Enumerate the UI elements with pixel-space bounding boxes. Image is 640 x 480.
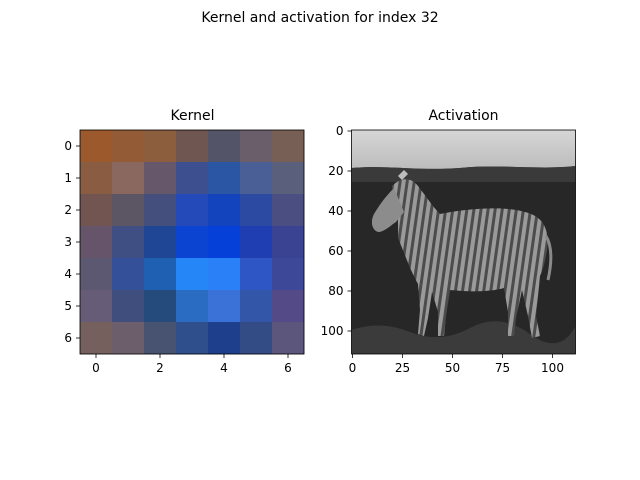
kernel-cell-r2-c6	[272, 194, 305, 227]
kernel-cell-r4-c5	[240, 258, 273, 291]
kernel-cell-r5-c5	[240, 290, 273, 323]
kernel-cell-r3-c4	[208, 226, 241, 259]
kernel-cell-r0-c4	[208, 130, 241, 163]
kernel-y-tick-label: 6	[64, 331, 72, 345]
kernel-x-tick-label: 2	[156, 361, 164, 375]
zebra-head	[371, 188, 404, 232]
activation-image	[351, 130, 576, 354]
kernel-cell-r5-c0	[80, 290, 113, 323]
kernel-cell-r0-c3	[176, 130, 209, 163]
kernel-cell-r3-c1	[112, 226, 145, 259]
activation-panel: Activation 0 25 50 75 100 0 20 40 60 80 100	[321, 108, 576, 375]
kernel-cell-r4-c1	[112, 258, 145, 291]
activation-x-tick-label: 25	[395, 361, 410, 375]
kernel-cell-r2-c5	[240, 194, 273, 227]
kernel-cell-r3-c0	[80, 226, 113, 259]
kernel-cell-r0-c1	[112, 130, 145, 163]
kernel-x-tick-label: 6	[284, 361, 292, 375]
activation-y-tick-label: 60	[328, 244, 343, 258]
kernel-cell-r6-c1	[112, 322, 145, 355]
activation-y-tick-label: 0	[336, 124, 344, 138]
activation-y-tick-label: 20	[328, 164, 343, 178]
activation-treeline	[351, 166, 576, 182]
kernel-cell-r6-c0	[80, 322, 113, 355]
kernel-y-tick-label: 0	[64, 139, 72, 153]
zebra-tail	[544, 235, 553, 281]
kernel-cell-r1-c3	[176, 162, 209, 195]
kernel-y-tick-label: 4	[64, 267, 72, 281]
kernel-cell-r2-c1	[112, 194, 145, 227]
activation-frame	[351, 129, 576, 355]
kernel-cell-r2-c3	[176, 194, 209, 227]
kernel-cell-r1-c1	[112, 162, 145, 195]
kernel-y-tick-label: 2	[64, 203, 72, 217]
kernel-y-tick-label: 1	[64, 171, 72, 185]
kernel-cell-r4-c6	[272, 258, 305, 291]
activation-y-tick-label: 80	[328, 284, 343, 298]
kernel-cell-r4-c0	[80, 258, 113, 291]
activation-x-tick-label: 50	[445, 361, 460, 375]
zebra-body	[398, 208, 548, 338]
kernel-cell-r5-c1	[112, 290, 145, 323]
kernel-cell-r6-c6	[272, 322, 305, 355]
kernel-cell-r6-c4	[208, 322, 241, 355]
kernel-x-tick-label: 4	[220, 361, 228, 375]
kernel-y-tick-label: 3	[64, 235, 72, 249]
zebra-neck	[392, 179, 440, 232]
kernel-cell-r0-c2	[144, 130, 177, 163]
kernel-cell-r0-c6	[272, 130, 305, 163]
figure-title: Kernel and activation for index 32	[201, 10, 438, 26]
kernel-panel: Kernel 0 2 4 6 0 1 2 3 4 5 6	[64, 108, 305, 375]
kernel-cell-r4-c4	[208, 258, 241, 291]
kernel-cell-r1-c0	[80, 162, 113, 195]
kernel-cell-r6-c2	[144, 322, 177, 355]
activation-x-tick-label: 75	[495, 361, 510, 375]
kernel-cell-r2-c2	[144, 194, 177, 227]
kernel-cell-r4-c2	[144, 258, 177, 291]
kernel-cell-r1-c2	[144, 162, 177, 195]
kernel-cell-r4-c3	[176, 258, 209, 291]
activation-y-tick-label: 40	[328, 204, 343, 218]
kernel-y-tick-label: 5	[64, 299, 72, 313]
kernel-cell-r1-c4	[208, 162, 241, 195]
activation-sky	[351, 130, 576, 169]
activation-x-tick-label: 0	[349, 361, 357, 375]
kernel-cell-r5-c4	[208, 290, 241, 323]
kernel-cell-r3-c2	[144, 226, 177, 259]
kernel-cell-r3-c5	[240, 226, 273, 259]
kernel-cell-r6-c5	[240, 322, 273, 355]
zebra-silhouette	[371, 170, 553, 338]
kernel-cell-r2-c4	[208, 194, 241, 227]
kernel-heatmap	[80, 130, 305, 355]
activation-y-tick-label: 100	[321, 324, 344, 338]
kernel-cell-r1-c6	[272, 162, 305, 195]
kernel-title: Kernel	[171, 108, 215, 124]
activation-x-axis: 0 25 50 75 100	[349, 354, 564, 375]
kernel-cell-r0-c5	[240, 130, 273, 163]
kernel-x-axis: 0 2 4 6	[92, 354, 292, 375]
kernel-cell-r3-c3	[176, 226, 209, 259]
kernel-cell-r5-c6	[272, 290, 305, 323]
activation-grass	[351, 321, 576, 354]
kernel-y-axis: 0 1 2 3 4 5 6	[64, 139, 80, 345]
zebra-mane	[398, 170, 408, 180]
kernel-cell-r0-c0	[80, 130, 113, 163]
kernel-cell-r3-c6	[272, 226, 305, 259]
kernel-cell-r5-c2	[144, 290, 177, 323]
activation-title: Activation	[428, 108, 498, 124]
kernel-cell-r1-c5	[240, 162, 273, 195]
kernel-cell-r6-c3	[176, 322, 209, 355]
kernel-cell-r5-c3	[176, 290, 209, 323]
activation-y-axis: 0 20 40 60 80 100	[321, 124, 352, 338]
activation-x-tick-label: 100	[541, 361, 564, 375]
kernel-x-tick-label: 0	[92, 361, 100, 375]
kernel-cell-r2-c0	[80, 194, 113, 227]
